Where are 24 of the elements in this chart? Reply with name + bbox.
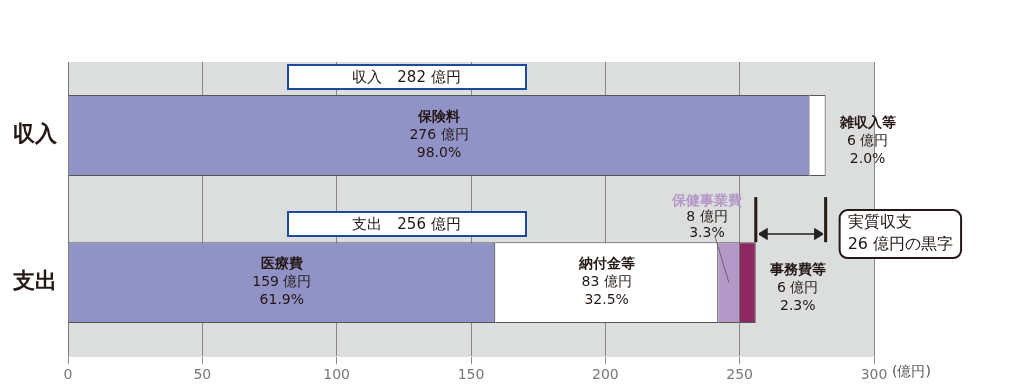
data-label: 83 億円 32.5% bbox=[581, 273, 632, 308]
total-box: 収入 282 億円 bbox=[286, 64, 527, 91]
annotation: 実質収支 26 億円の黒字 bbox=[847, 212, 954, 254]
series-label: 事務費等 bbox=[768, 261, 826, 278]
x-tick-label: 300 bbox=[860, 366, 888, 383]
data-label: 8 億円 3.3% bbox=[686, 207, 728, 240]
data-label: 159 億円 61.9% bbox=[252, 273, 312, 308]
series-label: 納付金等 bbox=[577, 255, 635, 272]
y-tick-label: 収入 bbox=[13, 121, 58, 147]
series-label: 雑収入等 bbox=[838, 114, 896, 131]
x-tick-label: 100 bbox=[323, 366, 351, 383]
data-label: 6 億円 2.0% bbox=[846, 132, 889, 167]
x-tick-label: 150 bbox=[457, 366, 485, 383]
x-tick-label: 200 bbox=[591, 366, 619, 383]
x-axis-title: (億円) bbox=[892, 362, 931, 379]
data-label: 276 億円 98.0% bbox=[409, 126, 469, 161]
series-label: 医療費 bbox=[260, 255, 303, 272]
y-tick-label: 支出 bbox=[12, 268, 57, 294]
series-label: 保険料 bbox=[417, 108, 461, 125]
x-tick-label: 250 bbox=[726, 366, 754, 383]
total-box: 支出 256 億円 bbox=[286, 211, 527, 238]
x-tick-label: 50 bbox=[193, 366, 212, 383]
x-tick-label: 0 bbox=[63, 366, 73, 383]
data-label: 6 億円 2.3% bbox=[777, 279, 819, 314]
